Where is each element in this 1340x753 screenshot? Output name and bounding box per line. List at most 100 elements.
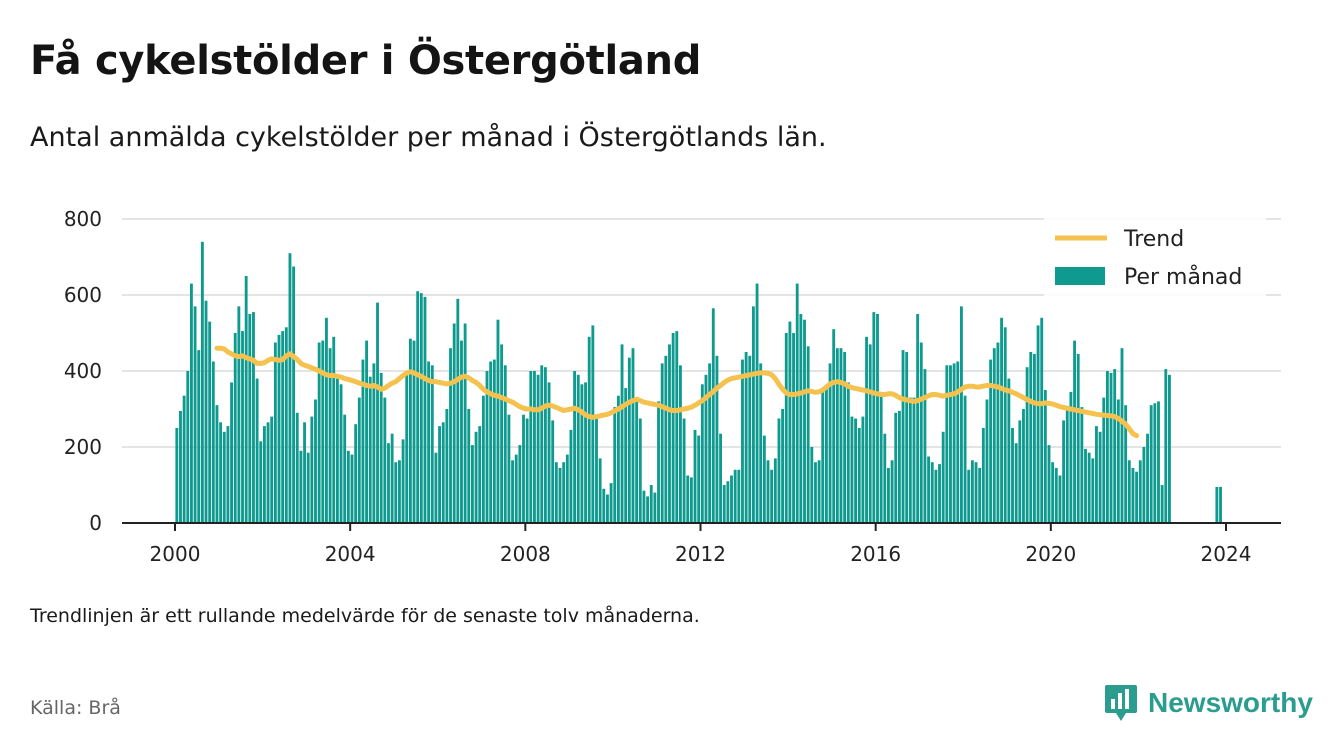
bar bbox=[376, 302, 379, 523]
bar bbox=[573, 371, 577, 523]
bar bbox=[423, 296, 427, 523]
bar bbox=[832, 329, 836, 523]
bar bbox=[1095, 426, 1098, 523]
bar bbox=[255, 378, 259, 523]
bar bbox=[1047, 445, 1051, 523]
legend-trend-label: Trend bbox=[1123, 227, 1184, 252]
bar bbox=[883, 433, 887, 523]
bar bbox=[208, 321, 212, 523]
bar bbox=[408, 338, 412, 523]
bar bbox=[470, 445, 474, 523]
bar bbox=[518, 445, 522, 523]
bar bbox=[719, 433, 722, 523]
bar bbox=[368, 376, 372, 523]
bar bbox=[638, 418, 642, 523]
bar bbox=[620, 344, 624, 523]
bar bbox=[569, 429, 573, 523]
bar bbox=[799, 314, 803, 523]
bar bbox=[215, 405, 219, 523]
bar bbox=[478, 426, 482, 523]
bar bbox=[653, 492, 657, 523]
bar bbox=[952, 363, 956, 523]
bar bbox=[923, 369, 927, 523]
bar bbox=[489, 361, 493, 523]
bar bbox=[580, 384, 584, 523]
bar bbox=[1032, 353, 1036, 523]
bar bbox=[270, 416, 274, 523]
bar bbox=[179, 410, 182, 523]
bar bbox=[306, 452, 310, 523]
bar bbox=[1219, 486, 1222, 523]
bar bbox=[700, 384, 704, 523]
y-tick-label: 400 bbox=[64, 359, 102, 383]
bar bbox=[788, 321, 792, 523]
bar bbox=[419, 293, 423, 523]
bar bbox=[938, 464, 941, 523]
bar bbox=[901, 350, 905, 523]
bar bbox=[1054, 467, 1058, 523]
bar-series bbox=[175, 241, 1222, 524]
bar bbox=[897, 410, 901, 523]
bar bbox=[956, 361, 960, 523]
bar bbox=[1098, 431, 1102, 523]
bar bbox=[211, 361, 215, 523]
bar bbox=[259, 441, 263, 523]
bar bbox=[387, 443, 390, 523]
bar bbox=[894, 412, 898, 523]
bar bbox=[1003, 327, 1007, 523]
bar bbox=[1025, 367, 1029, 523]
bar bbox=[927, 456, 931, 523]
bar bbox=[741, 359, 744, 523]
bar bbox=[175, 428, 179, 523]
bar bbox=[398, 460, 401, 523]
bar bbox=[960, 306, 963, 523]
bar bbox=[817, 460, 821, 523]
bar bbox=[325, 317, 328, 523]
bar bbox=[252, 312, 255, 523]
bar bbox=[657, 401, 660, 523]
bar bbox=[865, 336, 868, 523]
bar bbox=[1022, 409, 1025, 523]
bar bbox=[481, 395, 485, 523]
bar bbox=[945, 365, 949, 523]
bar bbox=[1069, 391, 1073, 523]
bar bbox=[850, 416, 854, 523]
bar bbox=[335, 378, 339, 523]
bar bbox=[262, 426, 266, 523]
bar bbox=[631, 348, 635, 523]
bar bbox=[540, 365, 544, 523]
bar bbox=[200, 241, 204, 524]
bar bbox=[543, 367, 547, 523]
bar bbox=[427, 361, 431, 523]
bar bbox=[463, 323, 467, 523]
bar bbox=[861, 416, 865, 523]
bar bbox=[1014, 443, 1018, 523]
bar bbox=[642, 490, 646, 523]
bar bbox=[773, 458, 777, 523]
bar bbox=[456, 298, 460, 523]
bar bbox=[967, 469, 971, 523]
bar bbox=[547, 382, 551, 523]
bar bbox=[649, 485, 653, 523]
bar bbox=[905, 352, 909, 523]
bar bbox=[1120, 348, 1124, 523]
bar bbox=[828, 363, 832, 523]
bar bbox=[1138, 460, 1142, 523]
bar bbox=[671, 333, 675, 523]
bar bbox=[985, 399, 989, 523]
bar bbox=[974, 462, 978, 523]
bar bbox=[460, 340, 463, 523]
bar bbox=[277, 334, 281, 523]
bar bbox=[438, 426, 441, 523]
bar bbox=[416, 291, 420, 523]
y-tick-label: 200 bbox=[64, 435, 102, 459]
bar bbox=[839, 348, 843, 523]
x-tick-label: 2016 bbox=[850, 542, 901, 566]
bar bbox=[1131, 467, 1135, 523]
bar bbox=[357, 397, 361, 523]
bar bbox=[430, 365, 434, 523]
bar bbox=[445, 409, 449, 523]
bar bbox=[887, 467, 890, 523]
bar bbox=[587, 336, 591, 523]
trend-series bbox=[214, 345, 1140, 439]
